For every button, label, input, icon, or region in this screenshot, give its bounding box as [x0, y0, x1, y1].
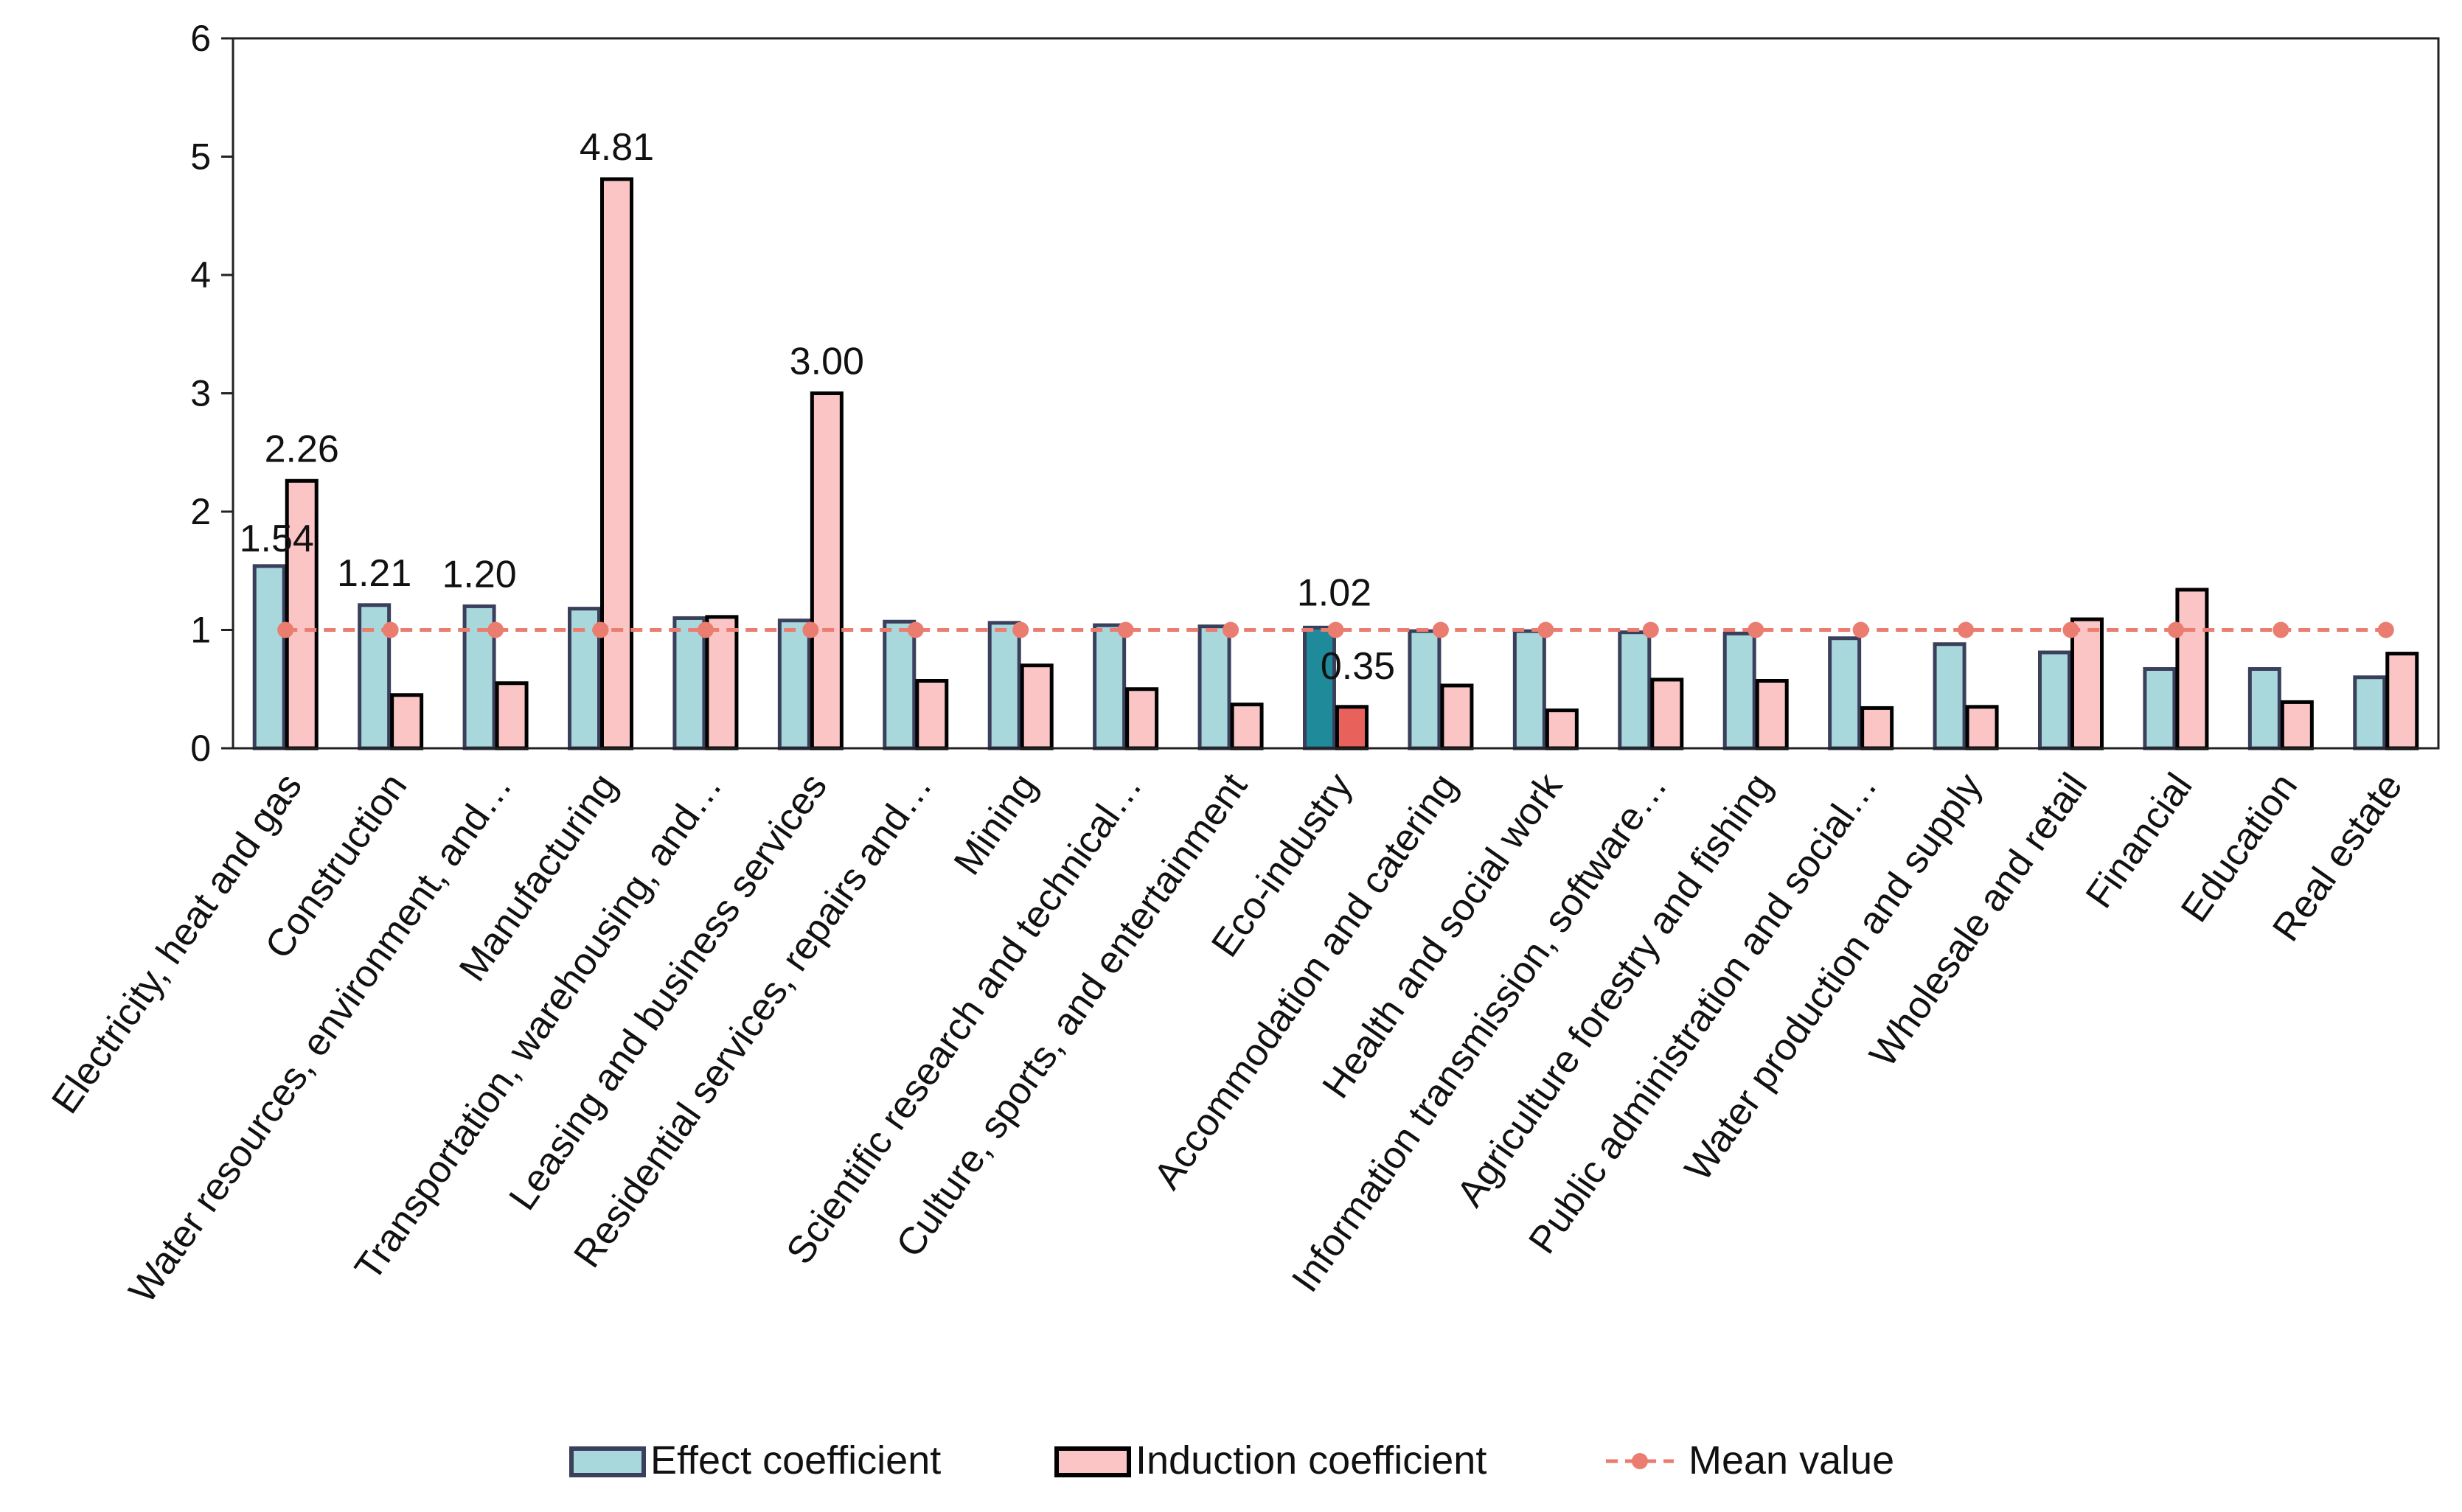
legend-item-mean: Mean value	[1606, 1438, 1894, 1483]
induction-bar-eco-industry	[1335, 705, 1369, 750]
induction-bar-leasing-and-business-services	[810, 391, 844, 750]
data-label-effect-water-resources-environment-and: 1.20	[442, 553, 516, 596]
induction-bar-education	[2280, 700, 2314, 750]
induction-bar-electricity-heat-and-gas	[285, 478, 319, 750]
legend-marker-mean	[1632, 1453, 1648, 1469]
mean-point-leasing-and-business-services	[802, 621, 819, 638]
mean-point-construction	[382, 621, 399, 638]
legend-label-effect: Effect coefficient	[650, 1438, 941, 1483]
induction-bar-scientific-research-and-technical	[1125, 687, 1159, 750]
y-tick-label: 6	[190, 18, 211, 59]
data-labels: 1.54 2.26 1.21 1.20 4.81 3.00 1.02 0.35	[240, 126, 1396, 688]
induction-bar-public-administration-and-social	[1860, 706, 1894, 750]
x-axis: Electricity, heat and gasConstructionWat…	[44, 765, 2411, 1311]
induction-bar-real-estate	[2385, 652, 2419, 750]
data-label-induction-manufacturing: 4.81	[580, 126, 654, 169]
legend: Effect coefficient Induction coefficient…	[569, 1438, 1894, 1483]
legend-label-induction: Induction coefficient	[1136, 1438, 1486, 1483]
mean-point-electricity-heat-and-gas	[277, 621, 294, 638]
induction-bar-mining	[1020, 663, 1054, 750]
effect-bar-wholesale-and-retail	[2038, 650, 2071, 750]
mean-value-line	[277, 621, 2394, 638]
x-tick-label-water-resources-environment-and: Water resources, environment, and…	[121, 766, 521, 1311]
effect-bar-transportation-warehousing-and	[672, 616, 706, 750]
induction-bar-water-resources-environment-and	[495, 681, 529, 750]
data-label-effect-eco-industry: 1.02	[1297, 571, 1371, 614]
mean-point-transportation-warehousing-and	[697, 621, 714, 638]
induction-bar-residential-services-repairs-and	[915, 679, 949, 750]
mean-point-agriculture-forestry-and-fishing	[1748, 621, 1764, 638]
bars	[252, 177, 2419, 750]
y-axis: 0 1 2 3 4 5 6	[190, 18, 233, 769]
mean-point-real-estate	[2377, 621, 2394, 638]
induction-bar-accommodation-and-catering	[1440, 683, 1474, 750]
mean-point-water-production-and-supply	[1958, 621, 1975, 638]
data-label-induction-eco-industry: 0.35	[1321, 645, 1395, 688]
mean-point-information-transmission-software	[1642, 621, 1659, 638]
effect-bar-culture-sports-and-entertainment	[1197, 624, 1231, 750]
data-label-induction-electricity-heat-and-gas: 2.26	[265, 428, 339, 470]
induction-bar-health-and-social-work	[1545, 708, 1579, 750]
induction-bar-agriculture-forestry-and-fishing	[1755, 679, 1789, 750]
mean-point-culture-sports-and-entertainment	[1223, 621, 1239, 638]
induction-bar-transportation-warehousing-and	[705, 615, 739, 750]
mean-point-manufacturing	[592, 621, 609, 638]
mean-point-health-and-social-work	[1537, 621, 1554, 638]
y-tick-label: 5	[190, 136, 211, 178]
data-label-effect-construction: 1.21	[337, 552, 411, 595]
legend-swatch-induction	[1054, 1446, 1131, 1477]
y-tick-label: 0	[190, 728, 211, 769]
effect-bar-water-production-and-supply	[1933, 642, 1967, 750]
effect-bar-leasing-and-business-services	[777, 619, 811, 750]
mean-point-financial	[2167, 621, 2184, 638]
mean-point-wholesale-and-retail	[2062, 621, 2079, 638]
effect-bar-health-and-social-work	[1512, 629, 1546, 750]
y-tick-label: 3	[190, 373, 211, 414]
effect-bar-scientific-research-and-technical	[1093, 623, 1127, 750]
legend-item-induction: Induction coefficient	[1054, 1438, 1486, 1483]
effect-bar-information-transmission-software	[1618, 630, 1652, 750]
y-tick-label: 2	[190, 491, 211, 532]
induction-bar-wholesale-and-retail	[2070, 617, 2104, 750]
mean-point-water-resources-environment-and	[487, 621, 504, 638]
y-tick-label: 4	[190, 254, 211, 296]
induction-bar-culture-sports-and-entertainment	[1230, 703, 1264, 750]
plot-area-frame	[232, 37, 2440, 750]
effect-bar-accommodation-and-catering	[1408, 629, 1442, 750]
x-tick-label-mining: Mining	[946, 766, 1046, 883]
induction-bar-construction	[390, 693, 424, 750]
induction-bar-financial	[2175, 588, 2209, 750]
effect-bar-public-administration-and-social	[1828, 636, 1862, 750]
mean-point-eco-industry	[1327, 621, 1344, 638]
mean-point-residential-services-repairs-and	[907, 621, 924, 638]
legend-swatch-effect	[569, 1446, 646, 1477]
data-label-induction-leasing-and-business-services: 3.00	[790, 341, 864, 383]
effect-bar-real-estate	[2353, 675, 2387, 750]
mean-point-accommodation-and-catering	[1432, 621, 1449, 638]
effect-bar-mining	[987, 621, 1021, 750]
y-tick-label: 1	[190, 610, 211, 651]
induction-bar-water-production-and-supply	[1965, 705, 1999, 750]
effect-bar-residential-services-repairs-and	[883, 619, 917, 750]
mean-point-education	[2273, 621, 2289, 638]
effect-bar-education	[2247, 666, 2281, 750]
induction-bar-manufacturing	[600, 177, 633, 750]
mean-point-public-administration-and-social	[1852, 621, 1869, 638]
mean-point-scientific-research-and-technical	[1117, 621, 1134, 638]
induction-bar-information-transmission-software	[1650, 677, 1684, 750]
data-label-effect-electricity-heat-and-gas: 1.54	[240, 518, 314, 560]
legend-label-mean: Mean value	[1689, 1438, 1894, 1483]
effect-bar-electricity-heat-and-gas	[252, 564, 286, 750]
legend-item-effect: Effect coefficient	[569, 1438, 941, 1483]
mean-point-mining	[1012, 621, 1029, 638]
effect-bar-agriculture-forestry-and-fishing	[1722, 631, 1756, 750]
effect-bar-financial	[2143, 666, 2177, 750]
